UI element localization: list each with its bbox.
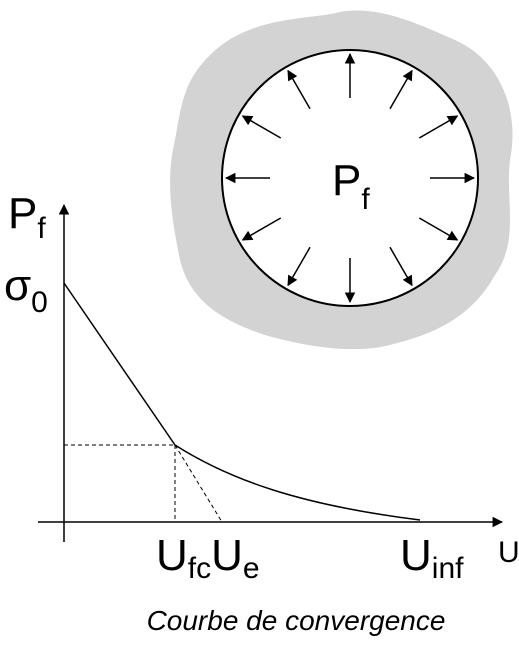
pressure-arrow [241, 115, 282, 139]
tunnel [221, 49, 479, 307]
dashed-tangent [174, 444, 223, 523]
pressure-arrow [241, 217, 282, 241]
pressure-arrow [287, 69, 311, 110]
circle-label: Pf [332, 156, 370, 216]
x-marker: Uinf [400, 531, 464, 585]
pressure-arrow [389, 69, 413, 110]
pressure-arrow [418, 115, 459, 139]
y-axis-label: Pf [8, 189, 46, 245]
pressure-arrow [389, 246, 413, 287]
caption: Courbe de convergence [147, 605, 446, 636]
pressure-arrow [418, 217, 459, 241]
x-marker: UfcUe [156, 531, 260, 585]
y-marker: σ0 [4, 261, 48, 319]
x-axis-label: U [498, 536, 519, 569]
convergence-curve [63, 282, 421, 521]
pressure-arrow [287, 246, 311, 287]
